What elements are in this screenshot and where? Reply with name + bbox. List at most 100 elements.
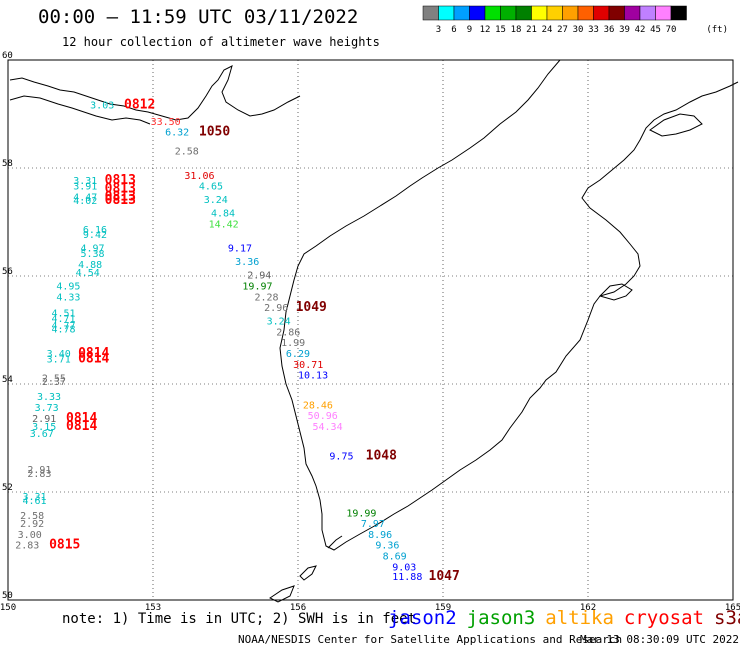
lat-tick-label: 50	[2, 591, 13, 601]
legend-label: 24	[542, 25, 553, 35]
lon-tick-label: 159	[435, 603, 451, 613]
wave-height-label: 7.97	[361, 519, 385, 530]
wave-height-label: 33.50	[151, 117, 181, 128]
wave-height-label: 9.36	[375, 541, 399, 552]
wave-height-label: 31.06	[184, 171, 214, 182]
wave-height-label: 8.96	[368, 530, 392, 541]
satellite-cryosat: cryosat	[623, 607, 704, 629]
wave-height-label: 3.71	[47, 354, 71, 365]
wave-height-label: 5.38	[81, 249, 105, 260]
wave-height-label: 4.47	[73, 192, 97, 203]
wave-height-label: 6.16	[83, 225, 107, 236]
wave-height-label: 3.00	[18, 530, 42, 541]
wave-height-label: 3.33	[37, 392, 61, 403]
wave-height-label: 4.95	[56, 282, 80, 293]
wave-height-label: 14.42	[209, 219, 239, 230]
wave-height-label: 1.99	[281, 338, 305, 349]
legend-label: 45	[650, 25, 661, 35]
wave-height-label: 3.36	[235, 257, 259, 268]
wave-height-label: 4.61	[23, 496, 47, 507]
wave-height-label: 6.29	[286, 349, 310, 360]
legend-swatch	[670, 5, 687, 21]
lat-tick-label: 54	[2, 375, 13, 385]
pass-time-label: 1049	[296, 300, 327, 315]
wave-height-label: 4.78	[52, 325, 76, 336]
pass-time-label: 0812	[124, 98, 155, 113]
wave-height-label: 28.46	[303, 400, 333, 411]
map-title: 00:00 – 11:59 UTC 03/11/2022	[38, 6, 359, 28]
wave-height-label: 3.73	[35, 403, 59, 414]
legend-label: 3	[436, 25, 441, 35]
pass-time-label: 0813	[105, 189, 136, 204]
wave-height-label: 2.83	[15, 541, 39, 552]
satellite-legend: jason2 jason3 altika cryosat s3a	[388, 607, 740, 629]
pass-time-label: 0814	[66, 419, 97, 434]
legend-label: 18	[511, 25, 522, 35]
generated-timestamp: Mar 13 08:30:09 UTC 2022	[580, 633, 739, 646]
wave-height-label: 30.71	[293, 360, 323, 371]
pass-time-label: 0813	[105, 181, 136, 196]
legend-label: 30	[573, 25, 584, 35]
wave-height-label: 8.69	[383, 552, 407, 563]
wave-height-label: 4.71	[52, 314, 76, 325]
wave-height-label: 4.51	[52, 309, 76, 320]
lon-tick-label: 165	[725, 603, 740, 613]
legend-label: 21	[526, 25, 537, 35]
wave-height-label: 4.77	[52, 321, 76, 332]
legend-unit: (ft)	[706, 25, 728, 35]
pass-time-label: 1050	[199, 125, 230, 140]
wave-height-label: 50.96	[308, 411, 338, 422]
wave-height-label: 3.91	[73, 182, 97, 193]
lat-tick-label: 56	[2, 267, 13, 277]
wave-height-label: 11.88	[392, 572, 422, 583]
wave-height-label: 2.28	[255, 292, 279, 303]
legend-label: 15	[495, 25, 506, 35]
legend-label: 27	[557, 25, 568, 35]
lon-tick-label: 150	[0, 603, 16, 613]
wave-height-label: 3.40	[47, 349, 71, 360]
footer-note: note: 1) Time is in UTC; 2) SWH is in fe…	[62, 611, 417, 627]
wave-height-label: 3.24	[267, 317, 291, 328]
wave-height-label: 2.83	[27, 469, 51, 480]
credit-text: NOAA/NESDIS Center for Satellite Applica…	[238, 633, 623, 646]
pass-time-label: 0814	[66, 411, 97, 426]
lat-lon-grid	[7, 59, 734, 601]
legend-label: 36	[604, 25, 615, 35]
wave-height-label: 3.31	[73, 176, 97, 187]
wave-height-label: 4.84	[211, 209, 235, 220]
wave-height-label: 19.99	[346, 508, 376, 519]
wave-height-label: 4.65	[199, 182, 223, 193]
wave-height-label: 3.03	[90, 101, 114, 112]
satellite-altika: altika	[545, 607, 614, 629]
satellite-s3a: s3a	[714, 607, 740, 629]
wave-height-label: 3.24	[204, 195, 228, 206]
wave-height-label: 4.33	[56, 292, 80, 303]
wave-height-label: 3.67	[30, 429, 54, 440]
wave-height-label: 2.55	[42, 373, 66, 384]
wave-height-label: 4.88	[78, 260, 102, 271]
wave-height-label: 19.97	[242, 282, 272, 293]
wave-height-label: 4.54	[76, 268, 100, 279]
legend-label: 12	[480, 25, 491, 35]
wave-height-label: 3.31	[23, 492, 47, 503]
wave-height-label: 4.97	[81, 244, 105, 255]
wave-height-label: 2.86	[276, 327, 300, 338]
lon-tick-label: 162	[580, 603, 596, 613]
wave-height-label: 2.58	[175, 147, 199, 158]
pass-time-label: 0815	[49, 538, 80, 553]
wave-height-label: 2.94	[247, 271, 271, 282]
lon-tick-label: 156	[290, 603, 306, 613]
lon-tick-label: 153	[145, 603, 161, 613]
pass-time-label: 0814	[78, 346, 109, 361]
legend-label: 70	[666, 25, 677, 35]
legend-label: 6	[451, 25, 456, 35]
legend-label: 39	[619, 25, 630, 35]
coastline	[9, 59, 739, 603]
lat-tick-label: 58	[2, 159, 13, 169]
wave-height-label: 10.13	[298, 371, 328, 382]
wave-height-label: 2.92	[20, 519, 44, 530]
pass-time-label: 0814	[78, 351, 109, 366]
wave-height-label: 9.42	[83, 230, 107, 241]
wave-height-label: 54.34	[313, 422, 343, 433]
